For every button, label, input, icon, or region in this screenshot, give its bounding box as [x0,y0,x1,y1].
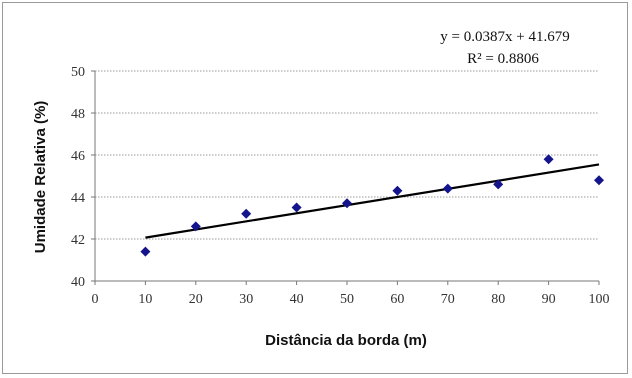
data-point [241,208,252,219]
data-point [543,154,554,165]
r-squared-label: R² = 0.8806 [467,51,539,67]
x-tick-label: 80 [491,292,505,307]
data-point [190,221,201,232]
y-tick-label: 50 [71,65,85,80]
x-tick-label: 10 [138,292,152,307]
x-tick-label: 60 [390,292,404,307]
trendline [145,163,600,239]
y-tick-label: 42 [71,233,85,248]
trendline-group [145,163,600,239]
data-points [140,154,604,257]
x-tick-label: 30 [239,292,253,307]
data-point [291,202,302,213]
data-point [140,246,151,257]
data-point [392,185,403,196]
x-tick-label: 20 [189,292,203,307]
x-tick-label: 90 [542,292,556,307]
data-point [594,175,604,186]
y-tick-label: 48 [71,107,85,122]
x-axis-title: Distância da borda (m) [265,332,427,349]
y-tick-label: 46 [71,149,85,164]
y-tick-label: 44 [71,191,85,206]
data-point [442,183,453,194]
axes [91,70,600,285]
y-tick-labels: 40 42 44 46 48 50 [71,65,85,290]
x-tick-label: 100 [589,292,610,307]
x-tick-label: 50 [340,292,354,307]
x-tick-label: 0 [92,292,99,307]
data-point [493,179,504,190]
x-tick-label: 40 [290,292,304,307]
x-tick-labels: 0 10 20 30 40 50 60 70 80 90 100 [92,292,610,307]
trendline-equation: y = 0.0387x + 41.679 [440,29,569,45]
data-point [342,198,352,209]
y-tick-label: 40 [71,275,85,290]
chart-frame [2,2,628,374]
y-axis-title: Umidade Relativa (%) [32,101,49,254]
x-tick-label: 70 [441,292,455,307]
gridlines [95,70,599,240]
